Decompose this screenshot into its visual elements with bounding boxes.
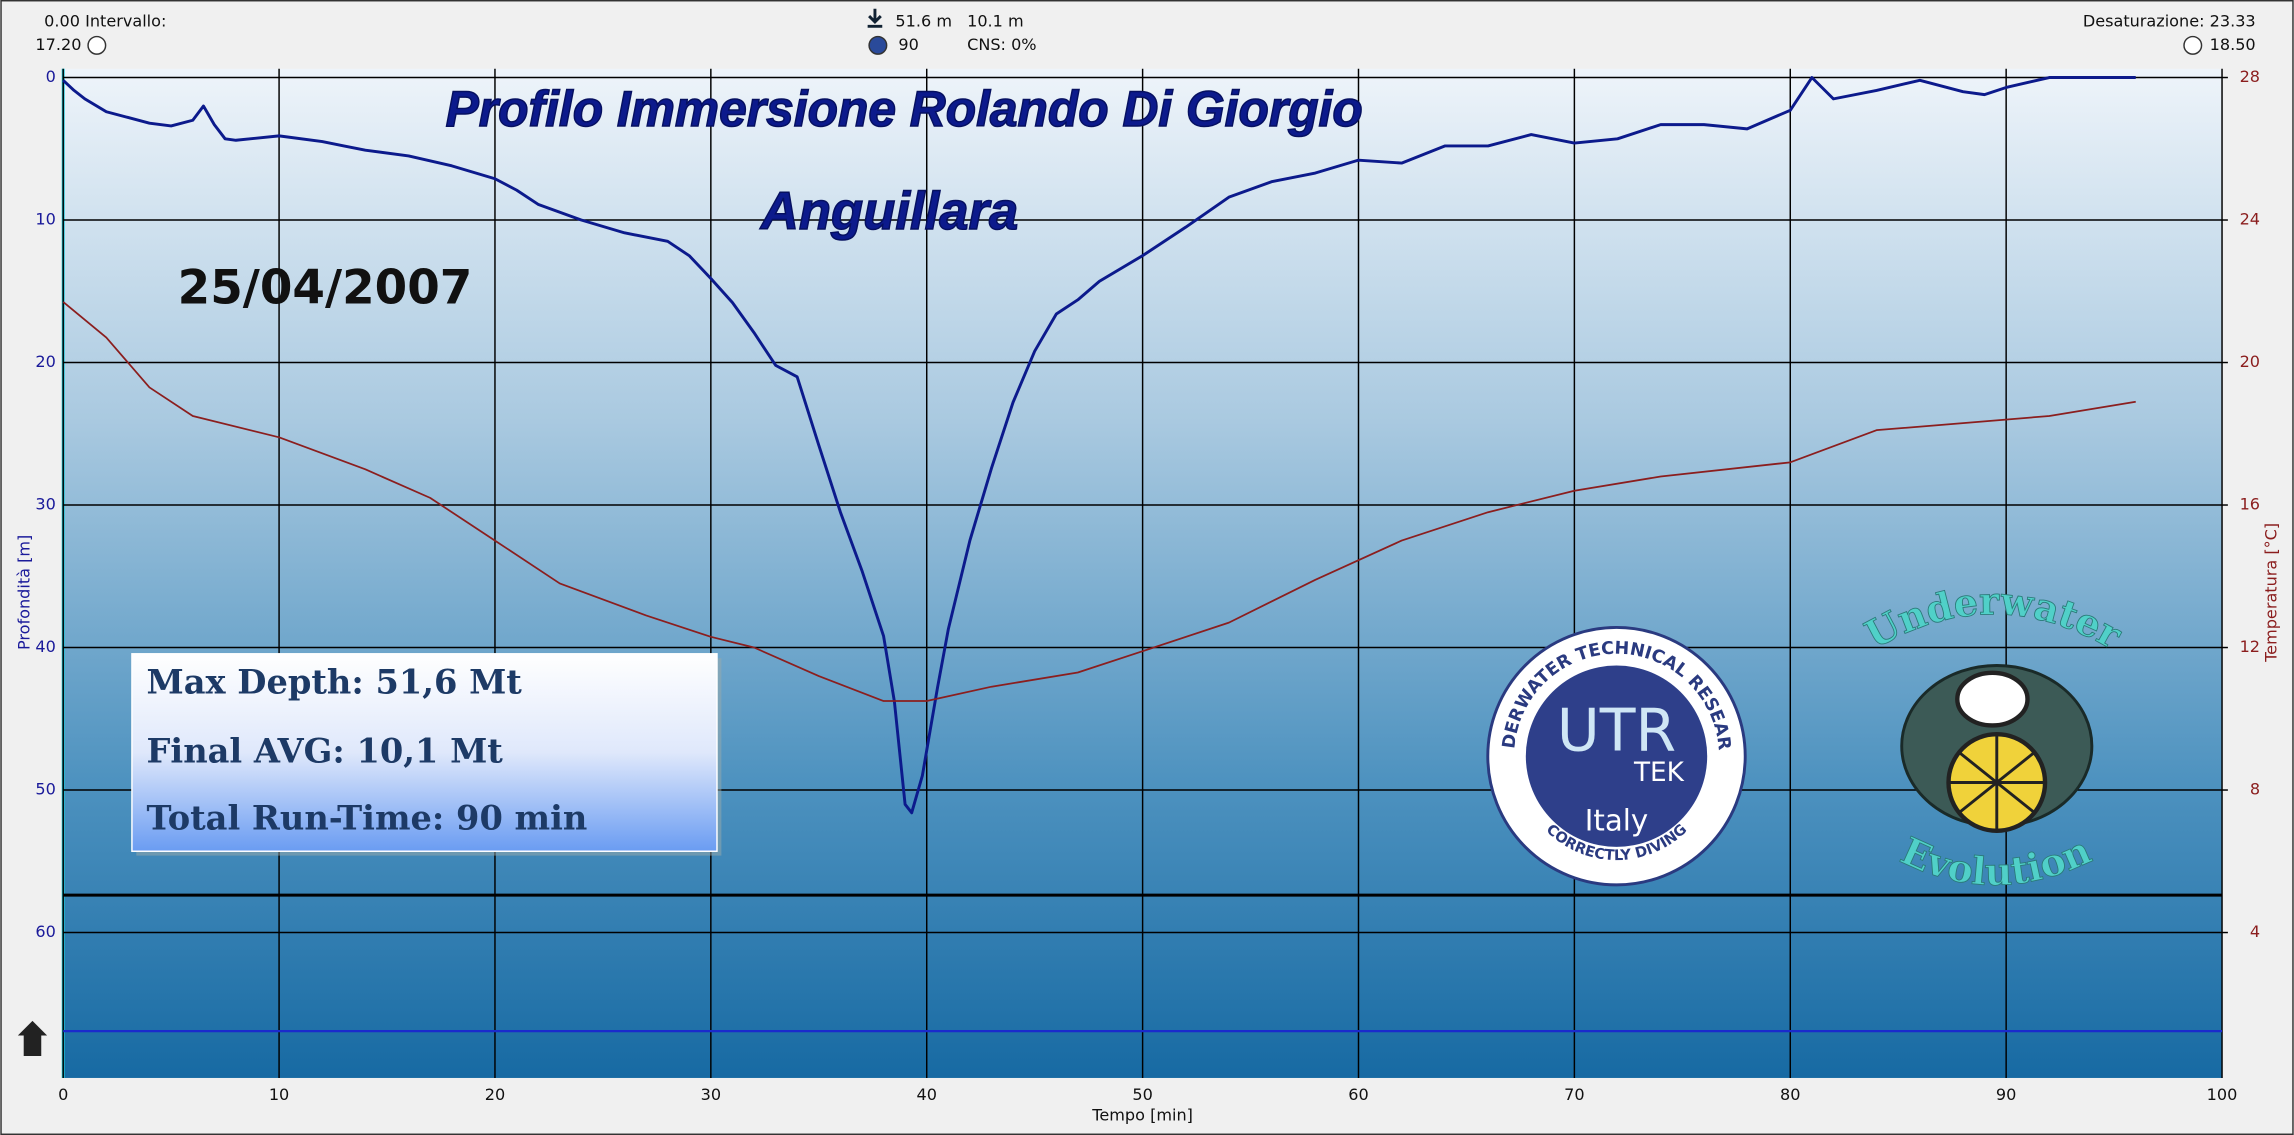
x-tick-label: 0 xyxy=(58,1085,68,1104)
x-tick-label: 90 xyxy=(1996,1085,2016,1104)
y2-tick-label: 16 xyxy=(2240,495,2260,514)
run-time: 90 xyxy=(898,35,918,54)
interval-label: 0.00 Intervallo: xyxy=(44,11,166,30)
y-axis-label: Profondità [m] xyxy=(15,535,34,650)
summary-line: Max Depth: 51,6 Mt xyxy=(147,662,523,702)
utr-tek: TEK xyxy=(1633,758,1685,788)
y2-tick-label: 24 xyxy=(2240,210,2260,229)
clock-icon xyxy=(87,35,107,55)
x-axis-label: Tempo [min] xyxy=(1091,1105,1193,1124)
y2-tick-label: 20 xyxy=(2240,352,2260,371)
max-depth: 51.6 m xyxy=(895,11,952,30)
evo-mascot xyxy=(1900,664,2094,833)
x-tick-label: 60 xyxy=(1348,1085,1368,1104)
time-icon xyxy=(868,35,888,55)
x-tick-label: 20 xyxy=(485,1085,505,1104)
interval-time: 17.20 xyxy=(35,35,81,54)
chart-subtitle: Anguillara xyxy=(759,182,1018,241)
x-tick-label: 50 xyxy=(1132,1085,1152,1104)
y2-tick-label: 12 xyxy=(2240,637,2260,656)
y-tick-label: 30 xyxy=(35,495,55,514)
series-line xyxy=(62,301,2136,702)
x-tick-label: 40 xyxy=(916,1085,936,1104)
end-time: 18.50 xyxy=(2210,35,2256,54)
y2-tick-label: 8 xyxy=(2250,780,2260,799)
y-tick-label: 10 xyxy=(35,210,55,229)
clock-icon xyxy=(2183,35,2203,55)
y-tick-label: 0 xyxy=(46,67,56,86)
desaturation: Desaturazione: 23.33 xyxy=(2083,11,2256,30)
avg-depth: 10.1 m xyxy=(967,11,1024,30)
utr-country: Italy xyxy=(1585,803,1648,837)
x-tick-label: 30 xyxy=(701,1085,721,1104)
y-tick-label: 40 xyxy=(35,637,55,656)
utr-logo-core xyxy=(1525,665,1708,847)
x-tick-label: 10 xyxy=(269,1085,289,1104)
cns: CNS: 0% xyxy=(967,35,1036,54)
y-tick-label: 20 xyxy=(35,352,55,371)
summary-box xyxy=(131,653,718,852)
chart-title: Profilo Immersione Rolando Di Giorgio xyxy=(446,81,1363,137)
y2-tick-label: 28 xyxy=(2240,67,2260,86)
x-tick-label: 70 xyxy=(1564,1085,1584,1104)
summary-line: Final AVG: 10,1 Mt xyxy=(147,730,504,770)
y2-axis-label: Temperatura [°C] xyxy=(2261,523,2280,663)
y-tick-label: 50 xyxy=(35,780,55,799)
utr-main: UTR xyxy=(1557,696,1676,764)
depth-icon xyxy=(867,8,883,28)
x-tick-label: 100 xyxy=(2207,1085,2238,1104)
x-tick-label: 80 xyxy=(1780,1085,1800,1104)
y-tick-label: 60 xyxy=(35,922,55,941)
home-icon xyxy=(17,1020,48,1057)
y2-tick-label: 4 xyxy=(2250,922,2260,941)
summary-line: Total Run-Time: 90 min xyxy=(147,798,588,838)
series-line xyxy=(62,76,2136,815)
dive-date: 25/04/2007 xyxy=(178,262,473,316)
